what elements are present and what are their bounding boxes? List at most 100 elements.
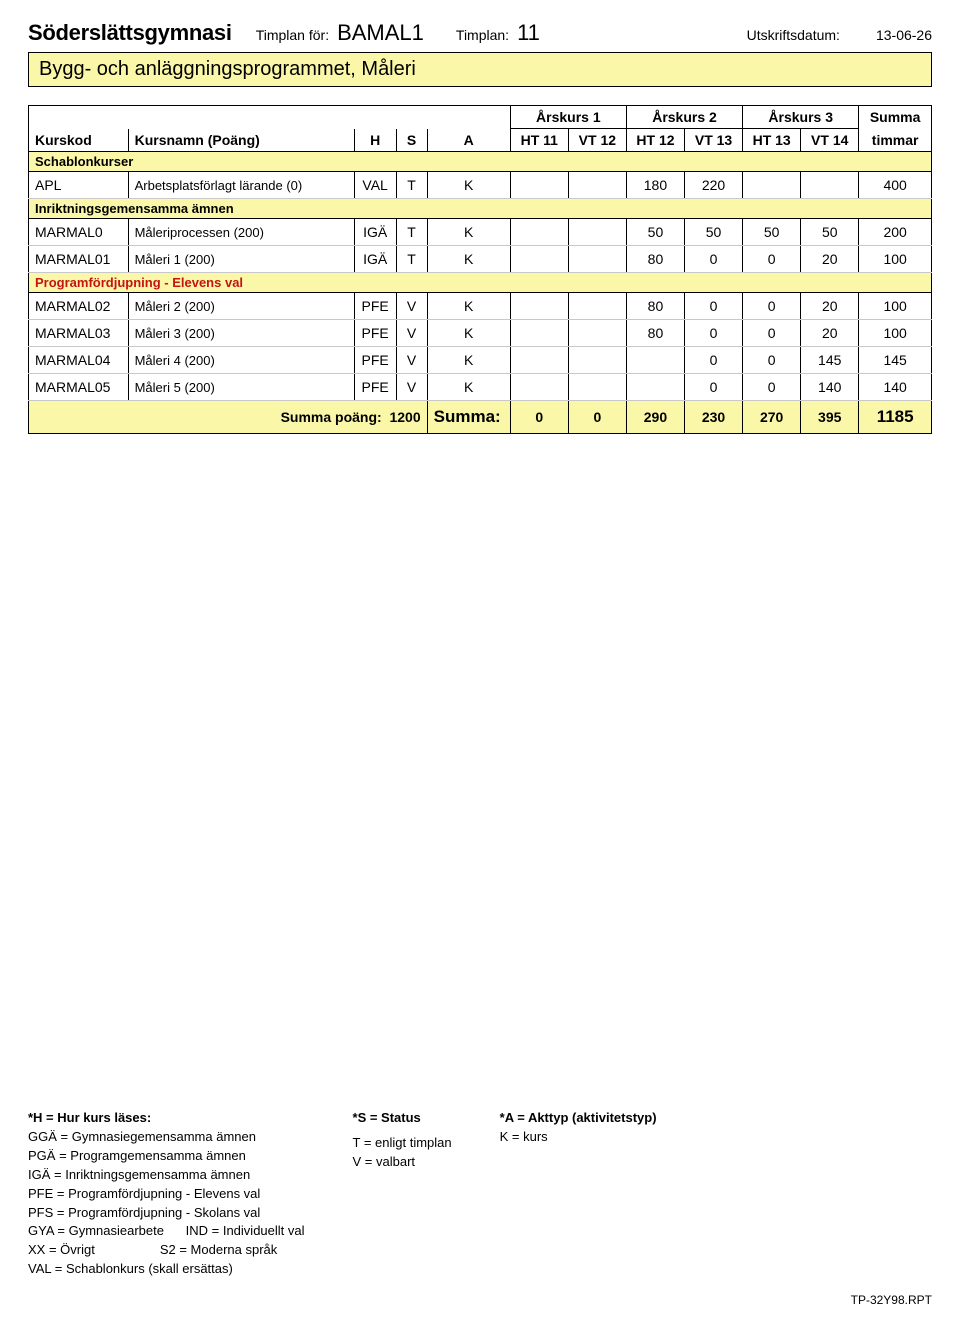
- cell-a: K: [427, 374, 510, 401]
- legend-h-line: PFS = Programfördjupning - Skolans val: [28, 1204, 305, 1223]
- cell-a: K: [427, 219, 510, 246]
- cell-sum: 100: [859, 320, 932, 347]
- cell-term: 20: [801, 320, 859, 347]
- table-row: MARMAL02Måleri 2 (200)PFEVK800020100: [29, 293, 932, 320]
- cell-s: T: [396, 219, 427, 246]
- cell-kurskod: MARMAL03: [29, 320, 129, 347]
- table-row: MARMAL03Måleri 3 (200)PFEVK800020100: [29, 320, 932, 347]
- cell-kurskod: MARMAL04: [29, 347, 129, 374]
- legend-h-column: *H = Hur kurs läses: GGÄ = Gymnasiegemen…: [28, 1109, 305, 1279]
- summary-term: 0: [510, 401, 568, 434]
- cell-a: K: [427, 320, 510, 347]
- year2-header: Årskurs 2: [626, 106, 742, 129]
- legend-s-line: T = enligt timplan: [353, 1134, 452, 1153]
- cell-term: 0: [743, 293, 801, 320]
- cell-sum: 400: [859, 172, 932, 199]
- cell-term: [510, 172, 568, 199]
- cell-kurskod: APL: [29, 172, 129, 199]
- footer-report-code: TP-32Y98.RPT: [851, 1293, 932, 1307]
- cell-kursnamn: Måleri 1 (200): [128, 246, 354, 273]
- cell-term: [568, 246, 626, 273]
- cell-term: 0: [685, 293, 743, 320]
- timplan-label: Timplan:: [456, 27, 509, 43]
- table-row: MARMAL0Måleriprocessen (200)IGÄTK5050505…: [29, 219, 932, 246]
- col-term-0: HT 11: [510, 129, 568, 152]
- legend-h-line: PFE = Programfördjupning - Elevens val: [28, 1185, 305, 1204]
- cell-term: 220: [685, 172, 743, 199]
- legend-h-pair-b: IND = Individuellt val: [186, 1223, 305, 1238]
- col-term-1: VT 12: [568, 129, 626, 152]
- cell-term: [510, 219, 568, 246]
- col-a: A: [427, 129, 510, 152]
- cell-h: VAL: [354, 172, 396, 199]
- cell-term: [568, 172, 626, 199]
- cell-term: 80: [626, 320, 684, 347]
- cell-sum: 140: [859, 374, 932, 401]
- cell-kursnamn: Måleri 4 (200): [128, 347, 354, 374]
- cell-h: PFE: [354, 320, 396, 347]
- cell-kurskod: MARMAL05: [29, 374, 129, 401]
- legend-s-line: V = valbart: [353, 1153, 452, 1172]
- cell-term: 0: [743, 246, 801, 273]
- cell-term: [510, 293, 568, 320]
- year1-header: Årskurs 1: [510, 106, 626, 129]
- summary-poang: Summa poäng: 1200: [29, 401, 428, 434]
- col-term-4: HT 13: [743, 129, 801, 152]
- table-row: APLArbetsplatsförlagt lärande (0)VALTK18…: [29, 172, 932, 199]
- cell-a: K: [427, 246, 510, 273]
- legend-a-title: *A = Akttyp (aktivitetstyp): [500, 1109, 657, 1128]
- legend-h-pair-a: XX = Övrigt: [28, 1242, 95, 1257]
- legend-a-column: *A = Akttyp (aktivitetstyp) K = kurs: [500, 1109, 657, 1279]
- section-row: Programfördjupning - Elevens val: [29, 273, 932, 293]
- col-kurskod: Kurskod: [29, 129, 129, 152]
- col-s: S: [396, 129, 427, 152]
- cell-a: K: [427, 172, 510, 199]
- legend-h-pair-b: S2 = Moderna språk: [160, 1242, 277, 1257]
- timplan-for-value: BAMAL1: [337, 20, 424, 46]
- cell-term: [510, 347, 568, 374]
- legend: *H = Hur kurs läses: GGÄ = Gymnasiegemen…: [28, 1109, 932, 1279]
- section-row: Inriktningsgemensamma ämnen: [29, 199, 932, 219]
- cell-term: 140: [801, 374, 859, 401]
- cell-term: [568, 347, 626, 374]
- col-kursnamn: Kursnamn (Poäng): [128, 129, 354, 152]
- summary-term: 290: [626, 401, 684, 434]
- legend-a-line: K = kurs: [500, 1128, 657, 1147]
- cell-term: 20: [801, 293, 859, 320]
- section-label: Programfördjupning - Elevens val: [29, 273, 932, 293]
- table-row: MARMAL04Måleri 4 (200)PFEVK00145145: [29, 347, 932, 374]
- cell-a: K: [427, 347, 510, 374]
- col-h: H: [354, 129, 396, 152]
- summary-term: 395: [801, 401, 859, 434]
- cell-term: [626, 347, 684, 374]
- cell-term: [801, 172, 859, 199]
- cell-kurskod: MARMAL0: [29, 219, 129, 246]
- cell-s: V: [396, 347, 427, 374]
- header-line: Söderslättsgymnasi Timplan för: BAMAL1 T…: [28, 20, 932, 46]
- cell-term: 0: [743, 347, 801, 374]
- cell-term: 0: [743, 374, 801, 401]
- legend-h-last: VAL = Schablonkurs (skall ersättas): [28, 1260, 305, 1279]
- cell-kursnamn: Måleri 2 (200): [128, 293, 354, 320]
- cell-term: [743, 172, 801, 199]
- timplan-value: 11: [517, 20, 540, 46]
- cell-term: 80: [626, 246, 684, 273]
- cell-term: 20: [801, 246, 859, 273]
- cell-term: 50: [685, 219, 743, 246]
- col-timmar: timmar: [859, 129, 932, 152]
- cell-kurskod: MARMAL02: [29, 293, 129, 320]
- summa-header: Summa: [859, 106, 932, 129]
- cell-term: [626, 374, 684, 401]
- section-label: Schablonkurser: [29, 152, 932, 172]
- legend-h-pair: GYA = Gymnasiearbete IND = Individuellt …: [28, 1222, 305, 1241]
- cell-term: 0: [685, 374, 743, 401]
- cell-h: IGÄ: [354, 219, 396, 246]
- col-term-3: VT 13: [685, 129, 743, 152]
- cell-term: [568, 374, 626, 401]
- legend-h-pair-a: GYA = Gymnasiearbete: [28, 1223, 164, 1238]
- cell-h: IGÄ: [354, 246, 396, 273]
- section-label: Inriktningsgemensamma ämnen: [29, 199, 932, 219]
- cell-s: T: [396, 246, 427, 273]
- cell-h: PFE: [354, 293, 396, 320]
- cell-kursnamn: Måleriprocessen (200): [128, 219, 354, 246]
